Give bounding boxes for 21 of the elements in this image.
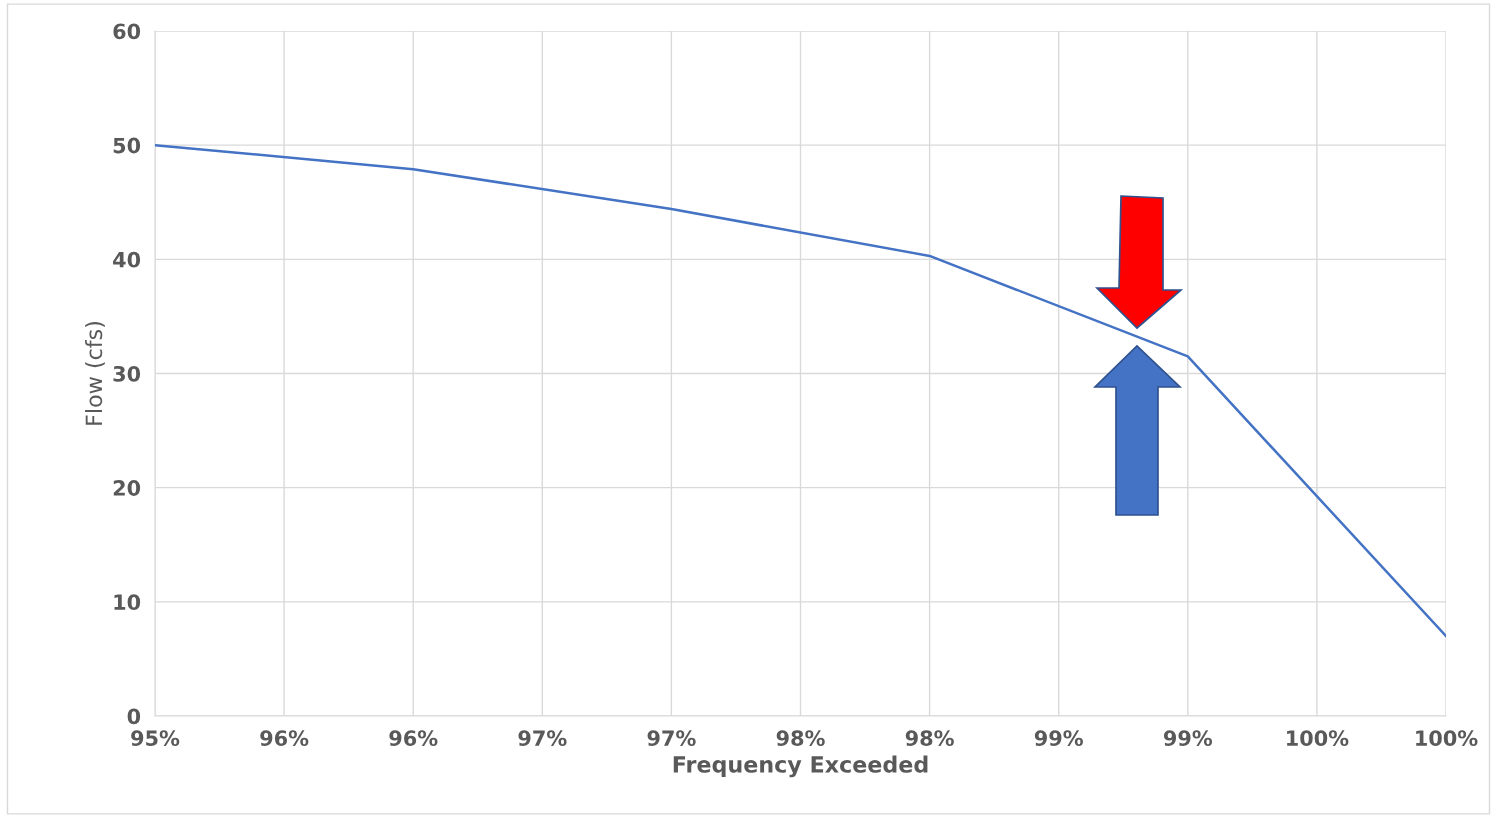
y-tick-label: 60: [113, 23, 141, 40]
y-tick-label: 20: [113, 480, 141, 496]
x-tick-label: 98%: [776, 730, 825, 747]
x-tick-label: 98%: [905, 730, 954, 747]
y-tick-label: 10: [114, 594, 141, 611]
x-tick-label: 96%: [260, 730, 309, 747]
x-axis-title: Frequency Exceeded: [673, 755, 928, 778]
y-axis-title: Flow (cfs): [85, 322, 105, 425]
y-tick-label: 30: [113, 365, 141, 382]
x-tick-label: 97%: [647, 730, 696, 747]
x-tick-label: 96%: [389, 730, 438, 747]
x-tick-label: 100%: [1287, 730, 1349, 747]
x-tick-label: 95%: [131, 730, 180, 747]
x-tick-label: 97%: [518, 730, 567, 747]
y-tick-label: 0: [127, 708, 141, 725]
y-tick-label: 40: [113, 251, 141, 268]
y-tick-label: 50: [113, 137, 141, 154]
x-tick-label: 99%: [1163, 730, 1213, 747]
x-tick-label: 99%: [1034, 730, 1083, 747]
x-tick-label: 100%: [1416, 730, 1478, 747]
line-series: [155, 143, 1446, 638]
